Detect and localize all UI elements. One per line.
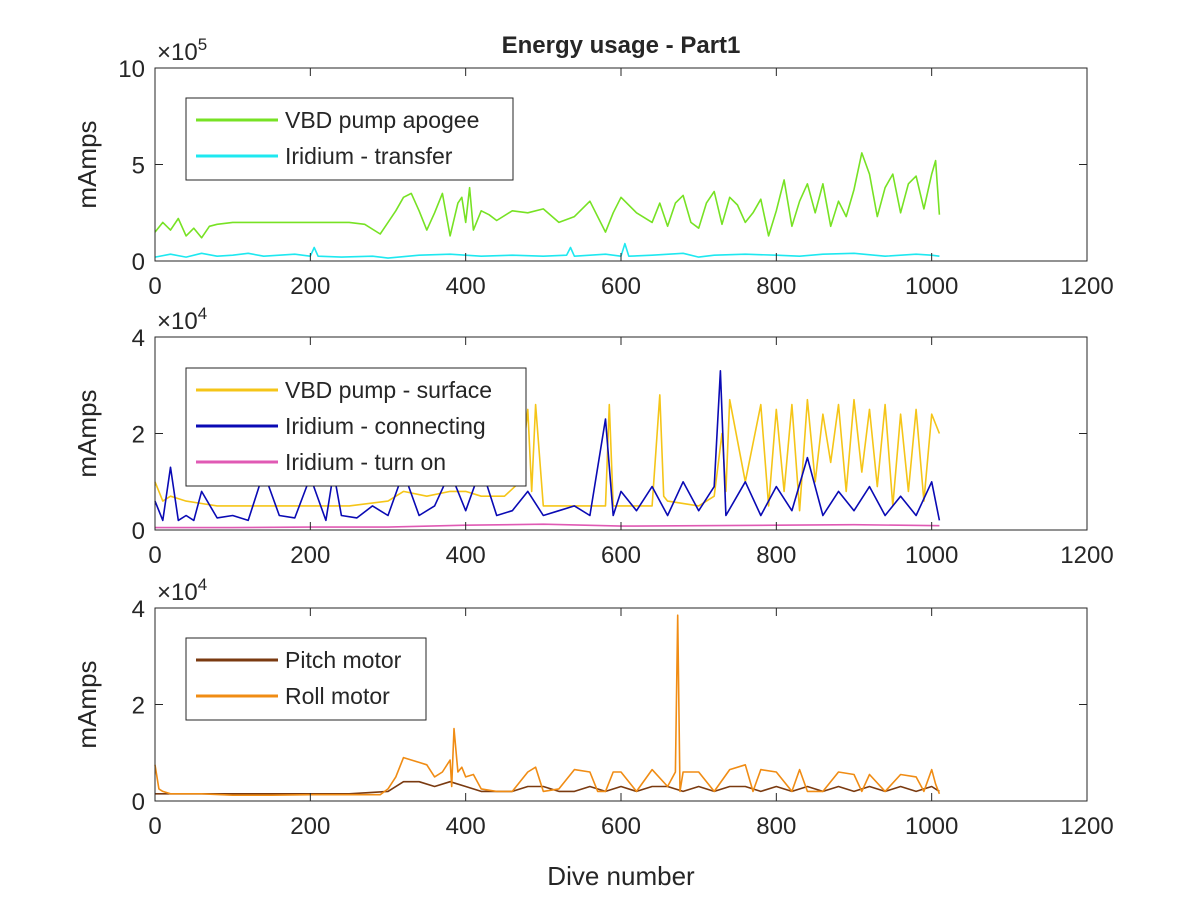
series-line-2 — [154, 614, 941, 797]
x-axis-label: Dive number — [547, 861, 695, 891]
x-tick-label: 1200 — [1060, 813, 1113, 840]
y-tick-label: 4 — [132, 325, 145, 352]
y-tick-label: 0 — [132, 249, 145, 276]
x-tick-label: 600 — [601, 273, 641, 300]
legend-entry: VBD pump apogee — [285, 107, 479, 133]
legend: Pitch motor Roll motor — [185, 637, 427, 721]
x-tick-label: 1000 — [905, 813, 958, 840]
series-lines — [154, 152, 941, 259]
series-line-2 — [154, 369, 941, 522]
legend-entry: Iridium - turn on — [285, 449, 446, 475]
y-tick-label: 4 — [132, 596, 145, 623]
series-lines — [154, 369, 941, 529]
y-axis-label: mAmps — [72, 120, 102, 208]
x-tick-label: 800 — [756, 273, 796, 300]
x-tick-label: 200 — [290, 542, 330, 569]
y-exponent-power: 5 — [198, 35, 207, 54]
x-tick-label: 1000 — [905, 542, 958, 569]
figure-title: Energy usage - Part1 — [502, 32, 741, 59]
y-tick-label: 5 — [132, 153, 145, 180]
x-tick-label: 800 — [756, 813, 796, 840]
x-tick-label: 400 — [446, 273, 486, 300]
x-tick-label: 800 — [756, 542, 796, 569]
legend: VBD pump apogee Iridium - transfer — [185, 97, 514, 181]
y-tick-label: 2 — [132, 422, 145, 449]
series-line-1 — [155, 780, 940, 795]
x-tick-label: 600 — [601, 813, 641, 840]
y-exponent-power: 4 — [198, 575, 207, 594]
x-tick-label: 400 — [446, 542, 486, 569]
legend-entry: Iridium - transfer — [285, 143, 453, 169]
x-tick-label: 200 — [290, 813, 330, 840]
legend-entry: Pitch motor — [285, 647, 402, 673]
x-tick-label: 1200 — [1060, 542, 1113, 569]
legend: VBD pump - surface Iridium - connecting Ir… — [185, 367, 527, 487]
series-line-1 — [154, 152, 941, 239]
x-tick-label: 400 — [446, 813, 486, 840]
series-line-1 — [154, 394, 941, 512]
x-tick-label: 0 — [148, 813, 161, 840]
legend-entry: Roll motor — [285, 683, 390, 709]
x-tick-label: 1200 — [1060, 273, 1113, 300]
x-tick-label: 0 — [148, 542, 161, 569]
y-tick-label: 10 — [118, 56, 145, 83]
series-line-2 — [154, 242, 940, 259]
y-axis-label: mAmps — [72, 389, 102, 477]
y-axis-label: mAmps — [72, 660, 102, 748]
legend-entry: Iridium - connecting — [285, 413, 486, 439]
x-tick-label: 600 — [601, 542, 641, 569]
series-lines — [154, 614, 941, 797]
y-exponent-power: 4 — [198, 304, 207, 323]
y-tick-label: 2 — [132, 693, 145, 720]
legend-entry: VBD pump - surface — [285, 377, 492, 403]
x-tick-label: 1000 — [905, 273, 958, 300]
legend-box — [185, 97, 514, 181]
y-tick-label: 0 — [132, 518, 145, 545]
series-line-3 — [155, 523, 940, 529]
y-tick-label: 0 — [132, 789, 145, 816]
x-tick-label: 200 — [290, 273, 330, 300]
x-tick-label: 0 — [148, 273, 161, 300]
legend-box — [185, 637, 427, 721]
